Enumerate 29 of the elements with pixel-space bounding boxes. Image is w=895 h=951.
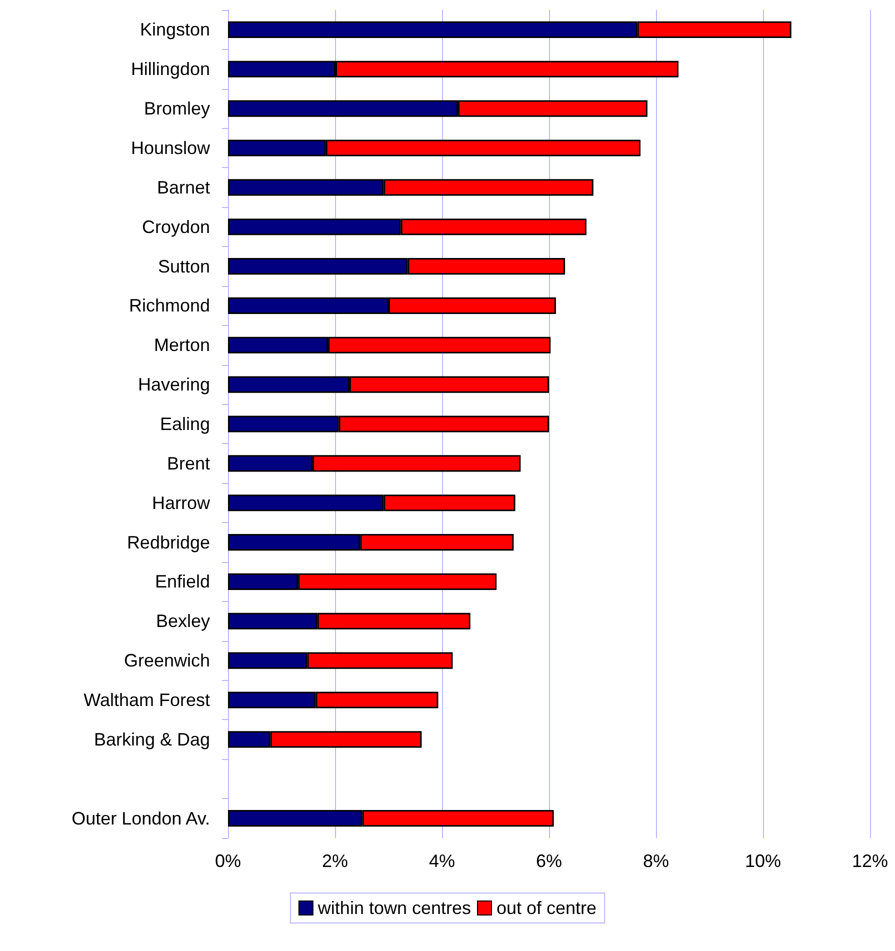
y-tick-label: Bromley [144,98,210,119]
y-tick-label: Sutton [158,256,210,276]
y-tick-label: Ealing [160,414,210,434]
x-tick-label: 6% [536,851,562,871]
x-tick-label: 4% [428,851,456,871]
x-tick-label: 10% [744,851,782,871]
x-tick-label: 2% [322,851,348,871]
y-tick-label: Bexley [156,611,210,632]
x-tick-label: 8% [642,851,670,871]
y-tick-label: Brent [166,453,210,474]
y-tick-label: Outer London Av. [72,808,210,828]
y-tick-label: Waltham Forest [84,690,210,710]
y-tick-label: Greenwich [124,650,210,671]
legend-label: out of centre [496,898,597,918]
y-tick-label: Hillingdon [130,59,210,80]
y-tick-label: Hounslow [130,138,211,158]
y-tick-label: Barnet [156,177,210,198]
legend-label: within town centres [316,898,472,918]
y-tick-label: Havering [138,374,210,395]
y-tick-label: Richmond [128,296,210,316]
y-tick-label: Barking & Dag [94,729,210,750]
x-tick-label: 0% [214,851,242,871]
y-tick-label: Kingston [140,20,210,40]
y-tick-label: Harrow [152,492,211,513]
y-tick-label: Enfield [154,572,210,592]
y-tick-label: Redbridge [126,532,210,552]
y-tick-label: Merton [154,335,210,356]
x-tick-label: 12% [852,851,888,871]
y-tick-label: Croydon [142,216,210,237]
